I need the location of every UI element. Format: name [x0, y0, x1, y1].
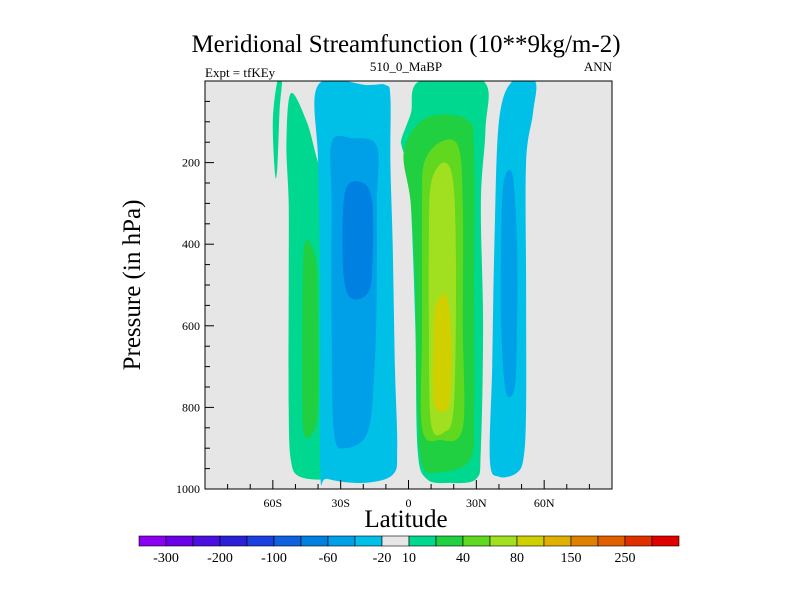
- colorbar-swatch: [516, 535, 545, 547]
- colorbar-swatch: [543, 535, 572, 547]
- colorbar-swatch: [246, 535, 275, 547]
- colorbar-label: 40: [456, 551, 470, 566]
- colorbar-label: 150: [561, 551, 582, 566]
- colorbar-swatch: [435, 535, 464, 547]
- colorbar-label: -100: [261, 551, 287, 566]
- colorbar-swatch: [408, 535, 437, 547]
- contour-region-cell-equator-positive-peak: [432, 294, 452, 413]
- colorbar-swatch: [462, 535, 491, 547]
- colorbar-label: 80: [510, 551, 524, 566]
- colorbar-swatch: [651, 535, 680, 547]
- contour-region-cell-south-ferrel-inner: [301, 240, 319, 438]
- colorbar-swatch: [597, 535, 626, 547]
- contour-regions: [272, 81, 537, 486]
- y-tick-label: 600: [182, 319, 200, 333]
- y-tick-label: 200: [182, 156, 200, 170]
- x-tick-label: 0: [406, 496, 412, 510]
- y-tick-label: 800: [182, 400, 200, 414]
- colorbar-swatch: [138, 535, 167, 547]
- colorbar-swatch: [489, 535, 518, 547]
- y-axis-ticks: 200 400 600 800 1000: [176, 100, 214, 496]
- period-label: 510_0_MaBP: [370, 59, 442, 74]
- season-label: ANN: [584, 59, 613, 74]
- chart-title: Meridional Streamfunction (10**9kg/m-2): [191, 31, 620, 58]
- x-tick-label: 60S: [263, 496, 282, 510]
- y-tick-label: 400: [182, 237, 200, 251]
- colorbar-swatch: [165, 535, 194, 547]
- colorbar-swatch: [570, 535, 599, 547]
- colorbar-label: -20: [373, 551, 392, 566]
- x-tick-label: 30N: [466, 496, 487, 510]
- x-axis-ticks: 60S 30S 0 30N 60N: [227, 480, 590, 510]
- colorbar-swatch: [219, 535, 248, 547]
- contour-region-cell-north-polar: [272, 81, 282, 179]
- colorbar: -300 -200 -100 -60 -20 10 40 80 150 250: [138, 535, 680, 566]
- colorbar-label: -60: [319, 551, 338, 566]
- colorbar-swatch: [273, 535, 302, 547]
- experiment-label: Expt = tfKEy: [205, 65, 276, 80]
- colorbar-label: 250: [615, 551, 636, 566]
- colorbar-swatch: [381, 535, 410, 547]
- x-tick-label: 30S: [331, 496, 350, 510]
- colorbar-swatch: [354, 535, 383, 547]
- colorbar-swatch: [327, 535, 356, 547]
- colorbar-label: -300: [153, 551, 179, 566]
- y-tick-label: 1000: [176, 482, 200, 496]
- contour-region-cell-north-negative-inner: [500, 169, 518, 398]
- x-axis-label: Latitude: [364, 506, 447, 533]
- colorbar-swatch: [192, 535, 221, 547]
- x-tick-label: 60N: [534, 496, 555, 510]
- contour-region-cell-south-hadley-core: [342, 181, 374, 300]
- colorbar-swatch: [300, 535, 329, 547]
- colorbar-label: 10: [402, 551, 416, 566]
- colorbar-label: -200: [207, 551, 233, 566]
- y-axis-label: Pressure (in hPa): [119, 200, 146, 371]
- colorbar-swatch: [624, 535, 653, 547]
